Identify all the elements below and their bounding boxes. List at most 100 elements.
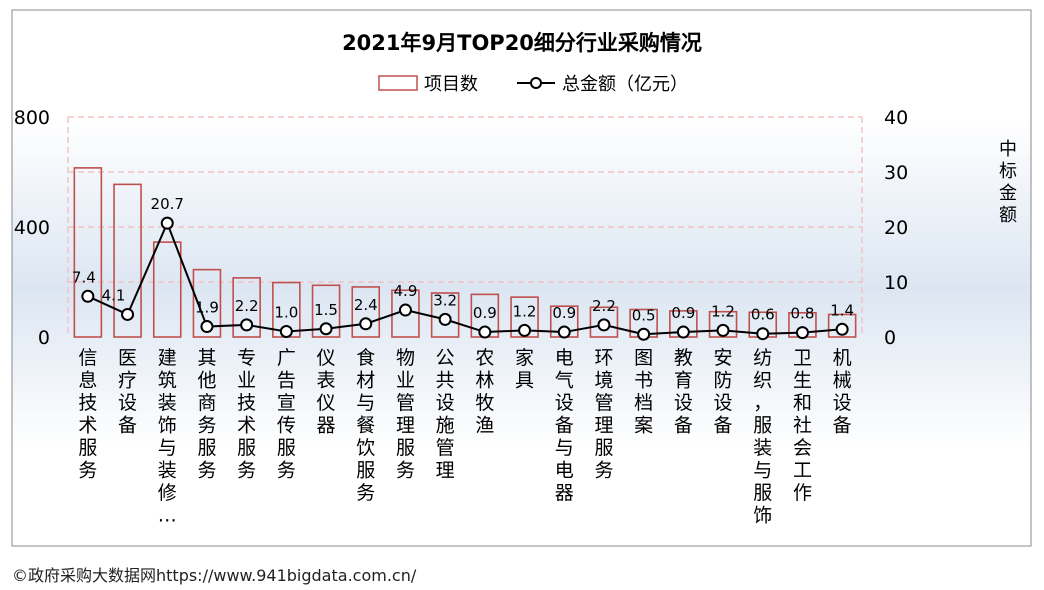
x-tick-label-char: 纺 bbox=[753, 347, 772, 369]
amount-point bbox=[716, 323, 730, 337]
x-tick-label-char: 机 bbox=[833, 347, 852, 369]
bar bbox=[232, 277, 261, 338]
x-tick-label-char: 服 bbox=[753, 482, 772, 504]
x-tick-label-char: 工 bbox=[793, 460, 812, 482]
x-tick-label-char: 餐 bbox=[356, 415, 375, 437]
chart-frame bbox=[11, 9, 1032, 547]
x-tick-label-char: 建 bbox=[158, 347, 177, 369]
x-tick-label: 卫生和社会工作 bbox=[793, 347, 812, 504]
legend-bar-swatch bbox=[378, 75, 418, 91]
x-tick-label-char: 共 bbox=[436, 370, 455, 392]
amount-point bbox=[557, 325, 571, 339]
x-tick-label-char: 服 bbox=[396, 437, 415, 459]
x-tick-label-char: 务 bbox=[396, 460, 415, 482]
x-tick-label-char: 社 bbox=[793, 415, 812, 437]
x-tick-label-char: 务 bbox=[78, 460, 97, 482]
x-tick-label-char: 业 bbox=[396, 370, 415, 392]
x-tick-label-char: 具 bbox=[515, 370, 534, 392]
x-tick-label-char: 与 bbox=[555, 437, 574, 459]
x-tick-label-char: 业 bbox=[237, 370, 256, 392]
x-tick-label-char: 务 bbox=[594, 460, 613, 482]
x-tick-label-char: 理 bbox=[396, 415, 415, 437]
amount-data-label: 0.5 bbox=[632, 306, 656, 324]
x-tick-label: 农林牧渔 bbox=[475, 347, 494, 437]
x-tick-label-char: 管 bbox=[396, 392, 415, 414]
x-tick-label-char: 术 bbox=[237, 415, 256, 437]
x-tick-label: 食材与餐饮服务 bbox=[356, 347, 375, 504]
x-tick-label: 环境管理服务 bbox=[594, 347, 613, 482]
x-tick-label: 安防设备 bbox=[714, 347, 733, 437]
x-tick-label: 广告宣传服务 bbox=[277, 347, 296, 482]
x-tick-label: 医疗设备 bbox=[118, 347, 137, 437]
x-tick-label-char: 施 bbox=[436, 415, 455, 437]
amount-point bbox=[756, 327, 770, 341]
x-tick-label-char: 告 bbox=[277, 370, 296, 392]
y-axis-right: 0 10 20 30 40 bbox=[884, 107, 908, 349]
x-tick-label-char: 器 bbox=[555, 482, 574, 504]
x-tick-label-char: 技 bbox=[78, 392, 97, 414]
x-tick-label: 纺织，服装与服饰 bbox=[753, 347, 772, 527]
x-tick-label-char: 装 bbox=[753, 437, 772, 459]
x-tick-label-char: 服 bbox=[753, 415, 772, 437]
x-tick-label-char: 境 bbox=[594, 370, 613, 392]
x-tick-label-char: 理 bbox=[436, 460, 455, 482]
x-tick-label-char: 卫 bbox=[793, 347, 812, 369]
y-right-tick-label: 40 bbox=[884, 107, 908, 129]
x-tick-label-char: 与 bbox=[158, 437, 177, 459]
x-tick-label-char: 牧 bbox=[475, 392, 494, 414]
x-tick-label-char: 管 bbox=[594, 392, 613, 414]
x-tick-label-char: 表 bbox=[317, 370, 336, 392]
x-tick-label-char: 备 bbox=[118, 415, 137, 437]
x-tick-label-char: 息 bbox=[78, 370, 97, 392]
y-axis-right-title: 中标金额 bbox=[999, 139, 1017, 226]
y-right-tick-label: 10 bbox=[884, 272, 908, 294]
x-tick-label-char: 与 bbox=[753, 460, 772, 482]
y-right-tick-label: 30 bbox=[884, 162, 908, 184]
amount-point bbox=[319, 322, 333, 336]
amount-data-label: 0.9 bbox=[671, 304, 695, 322]
x-tick-label-char: 饮 bbox=[356, 437, 375, 459]
bar bbox=[152, 241, 182, 338]
x-tick-label-char: 专 bbox=[237, 347, 256, 369]
y-right-tick-label: 20 bbox=[884, 217, 908, 239]
amount-data-label: 2.4 bbox=[354, 296, 378, 314]
x-tick-label-char: 书 bbox=[634, 370, 653, 392]
bar bbox=[311, 284, 341, 338]
amount-point bbox=[676, 325, 690, 339]
legend-line-label: 总金额（亿元） bbox=[562, 74, 688, 95]
amount-point bbox=[279, 325, 293, 338]
x-tick-label-char: 传 bbox=[277, 415, 296, 437]
amount-line bbox=[81, 216, 849, 341]
bar bbox=[708, 310, 738, 338]
x-tick-label-char: 公 bbox=[436, 347, 455, 369]
bar bbox=[510, 296, 539, 338]
x-tick-label-char: 管 bbox=[436, 437, 455, 459]
x-tick-label-char: 服 bbox=[356, 460, 375, 482]
x-tick-label-char: 技 bbox=[237, 392, 256, 414]
x-tick-label-char: 理 bbox=[594, 415, 613, 437]
amount-data-label: 1.2 bbox=[711, 302, 735, 320]
x-tick-label-char: 仪 bbox=[317, 347, 336, 369]
amount-point bbox=[240, 318, 254, 332]
x-tick-label-char: 环 bbox=[594, 347, 613, 369]
x-tick-label-char: 务 bbox=[237, 460, 256, 482]
x-tick-label-char: 装 bbox=[158, 460, 177, 482]
y-axis-left: 0 400 800 bbox=[14, 107, 50, 349]
amount-data-label: 3.2 bbox=[433, 291, 457, 309]
x-tick-label-char: 械 bbox=[833, 370, 852, 392]
amount-point bbox=[795, 326, 809, 340]
x-tick-label-char: 修 bbox=[158, 482, 177, 504]
x-tick-label-char: 案 bbox=[634, 415, 653, 437]
bar bbox=[430, 292, 460, 338]
amount-data-label: 4.1 bbox=[102, 286, 126, 304]
y-right-title-char: 金 bbox=[999, 183, 1017, 204]
x-tick-label-char: 作 bbox=[793, 482, 812, 504]
y-right-title-char: 中 bbox=[999, 139, 1017, 160]
x-tick-label-char: 设 bbox=[674, 392, 693, 414]
x-tick-label-char: 饰 bbox=[158, 415, 177, 437]
x-tick-label-char: 服 bbox=[78, 437, 97, 459]
x-tick-label-char: 农 bbox=[475, 347, 494, 369]
y-right-title-char: 标 bbox=[999, 161, 1017, 182]
amount-point bbox=[121, 307, 135, 321]
